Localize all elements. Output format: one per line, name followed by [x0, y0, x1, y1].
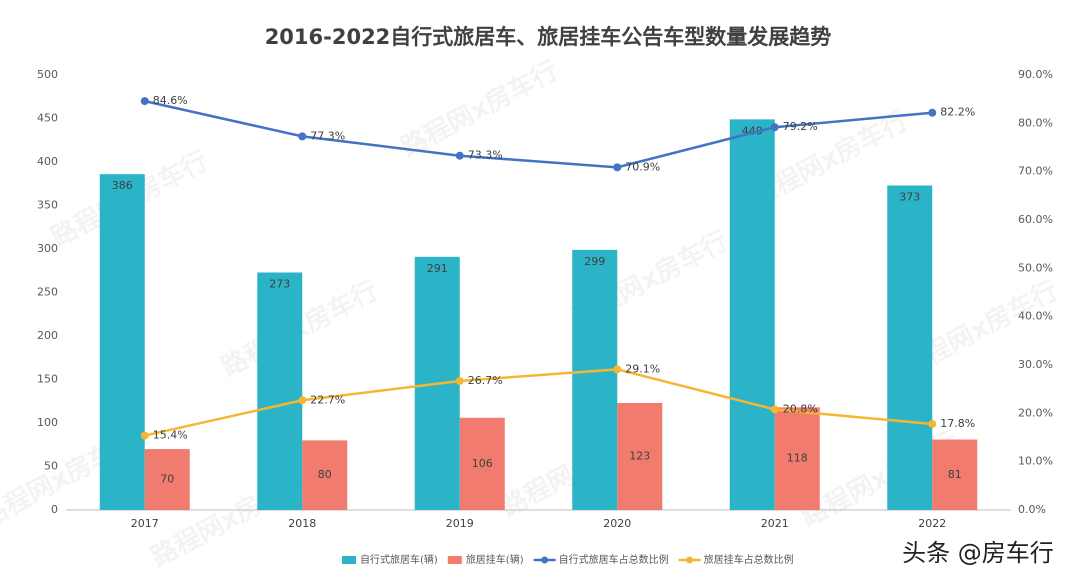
- line-value-label: 82.2%: [940, 106, 975, 119]
- line-value-label: 20.8%: [783, 402, 818, 415]
- bar: [729, 119, 775, 511]
- y-tick-label: 150: [37, 373, 58, 386]
- y2-tick-label: 20.0%: [1018, 406, 1053, 419]
- y-tick-label: 350: [37, 199, 58, 212]
- watermark: 路程网x房车行: [396, 55, 563, 163]
- line-point: [455, 151, 464, 160]
- y-tick-label: 50: [44, 460, 58, 473]
- line-point: [770, 405, 779, 414]
- legend-label: 自行式旅居车占总数比例: [559, 553, 669, 566]
- bar-value-label: 106: [472, 457, 493, 470]
- legend-label: 旅居挂车(辆): [466, 553, 524, 566]
- y2-tick-label: 0.0%: [1018, 503, 1046, 516]
- line-value-label: 15.4%: [153, 429, 188, 442]
- y-tick-label: 200: [37, 329, 58, 342]
- line-point: [613, 163, 622, 172]
- bar-value-label: 123: [629, 449, 650, 462]
- bar-value-label: 373: [899, 190, 920, 203]
- bar-value-label: 299: [584, 255, 605, 268]
- bar: [887, 185, 933, 511]
- bar: [144, 449, 190, 510]
- bar-value-label: 273: [269, 277, 290, 290]
- y-tick-label: 300: [37, 242, 58, 255]
- line-point: [140, 431, 149, 440]
- bar: [774, 407, 820, 510]
- line: [144, 368, 933, 437]
- line-value-label: 79.2%: [783, 120, 818, 133]
- x-tick-label: 2019: [446, 517, 474, 530]
- y2-tick-label: 40.0%: [1018, 310, 1053, 323]
- bar-value-label: 291: [427, 262, 448, 275]
- x-tick-label: 2018: [288, 517, 316, 530]
- legend-label: 旅居挂车占总数比例: [704, 553, 794, 566]
- y2-tick-label: 50.0%: [1018, 261, 1053, 274]
- line-value-label: 70.9%: [625, 160, 660, 173]
- y-tick-label: 100: [37, 416, 58, 429]
- line-value-label: 22.7%: [310, 393, 345, 406]
- bar-value-label: 70: [160, 473, 174, 486]
- y-tick-label: 500: [37, 68, 58, 81]
- bar-value-label: 118: [787, 452, 808, 465]
- bar: [932, 439, 978, 510]
- source: 头条 @房车行: [902, 539, 1054, 567]
- legend-swatch: [541, 556, 549, 564]
- y2-tick-label: 60.0%: [1018, 213, 1053, 226]
- x-tick-label: 2020: [603, 517, 631, 530]
- x-tick-label: 2021: [761, 517, 789, 530]
- y2-tick-label: 30.0%: [1018, 358, 1053, 371]
- x-tick-label: 2017: [131, 517, 159, 530]
- legend-swatch: [686, 556, 694, 564]
- line-point: [928, 419, 937, 428]
- y-tick-label: 400: [37, 155, 58, 168]
- line-value-label: 77.3%: [310, 129, 345, 142]
- line-point: [928, 108, 937, 117]
- line-point: [455, 376, 464, 385]
- y-tick-label: 450: [37, 112, 58, 125]
- chart-title: 2016-2022自行式旅居车、旅居挂车公告车型数量发展趋势: [265, 25, 832, 49]
- bar: [459, 417, 505, 510]
- legend-swatch: [342, 556, 356, 564]
- line: [144, 99, 933, 169]
- x-tick-label: 2022: [918, 517, 946, 530]
- bar-value-label: 81: [948, 468, 962, 481]
- line-value-label: 73.3%: [468, 149, 503, 162]
- line-point: [298, 132, 307, 141]
- bar: [572, 249, 618, 510]
- bar: [257, 272, 303, 510]
- y-tick-label: 250: [37, 286, 58, 299]
- bar: [302, 440, 348, 510]
- legend-label: 自行式旅居车(辆): [360, 553, 438, 566]
- bar-value-label: 80: [318, 468, 332, 481]
- line-value-label: 84.6%: [153, 94, 188, 107]
- bar: [99, 174, 145, 510]
- line-point: [770, 123, 779, 132]
- line-value-label: 26.7%: [468, 374, 503, 387]
- y2-tick-label: 80.0%: [1018, 116, 1053, 129]
- y2-tick-label: 10.0%: [1018, 455, 1053, 468]
- line-value-label: 29.1%: [625, 362, 660, 375]
- line-point: [613, 365, 622, 374]
- bar-value-label: 386: [112, 179, 133, 192]
- legend-swatch: [447, 556, 462, 564]
- y-tick-label: 0: [51, 503, 58, 516]
- line-point: [140, 97, 149, 106]
- y2-tick-label: 90.0%: [1018, 68, 1053, 81]
- bar: [617, 402, 663, 510]
- line-value-label: 17.8%: [940, 417, 975, 430]
- y2-tick-label: 70.0%: [1018, 165, 1053, 178]
- line-point: [298, 396, 307, 405]
